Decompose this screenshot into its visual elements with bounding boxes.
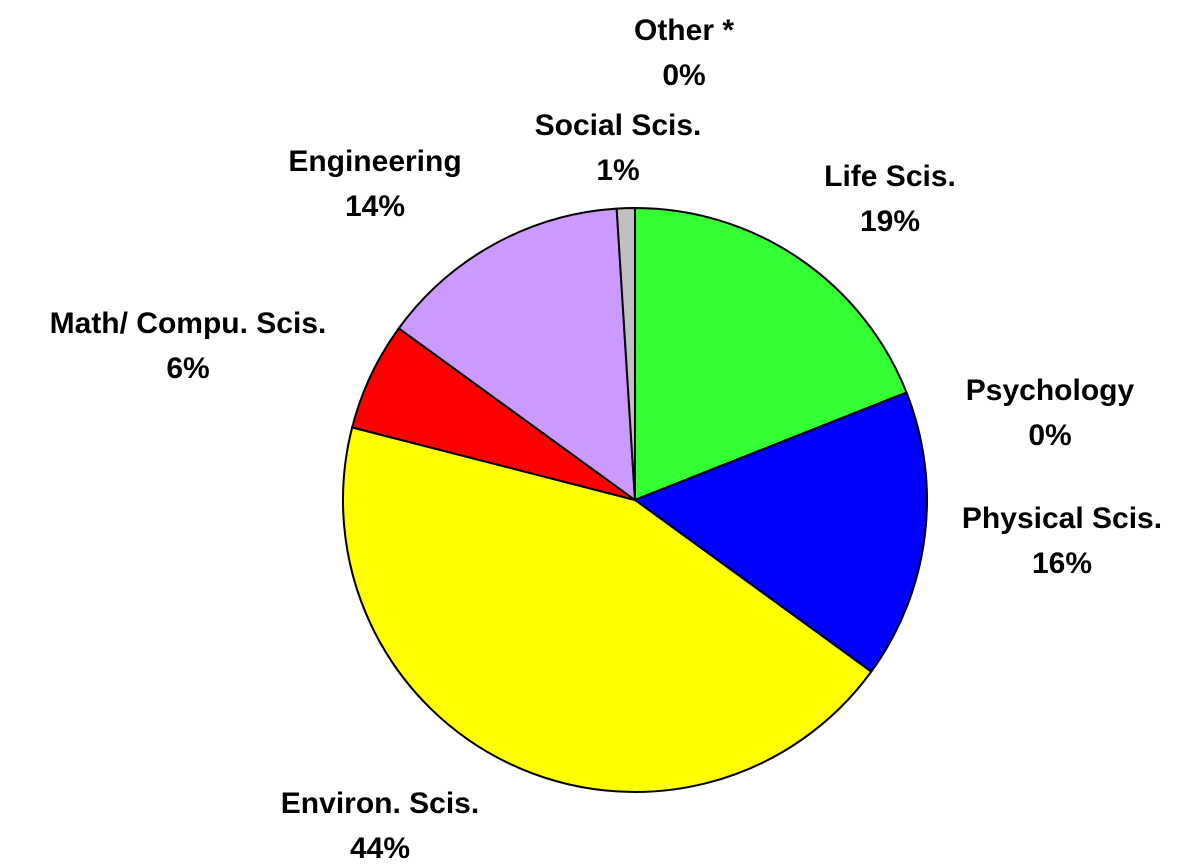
slice-label: Math/ Compu. Scis. xyxy=(50,307,327,340)
slice-value-label: 6% xyxy=(166,352,209,385)
slice-label: Engineering xyxy=(288,145,461,178)
slice-value-label: 19% xyxy=(860,205,920,238)
slice-label: Environ. Scis. xyxy=(281,787,479,820)
slice-label: Physical Scis. xyxy=(962,502,1162,535)
slice-value-label: 44% xyxy=(350,832,410,865)
slice-value-label: 16% xyxy=(1032,547,1092,580)
slice-label: Life Scis. xyxy=(824,160,956,193)
slice-value-label: 0% xyxy=(1028,419,1071,452)
slice-label: Social Scis. xyxy=(535,109,702,142)
pie-slice xyxy=(634,206,908,502)
slice-label: Other * xyxy=(634,14,734,47)
pie-slice xyxy=(632,391,928,674)
slice-value-label: 14% xyxy=(345,190,405,223)
slice-value-label: 1% xyxy=(596,154,639,187)
pie-slice xyxy=(397,207,637,503)
slice-value-label: 0% xyxy=(662,59,705,92)
slice-label: Psychology xyxy=(966,374,1135,407)
pie-slice xyxy=(342,426,873,793)
